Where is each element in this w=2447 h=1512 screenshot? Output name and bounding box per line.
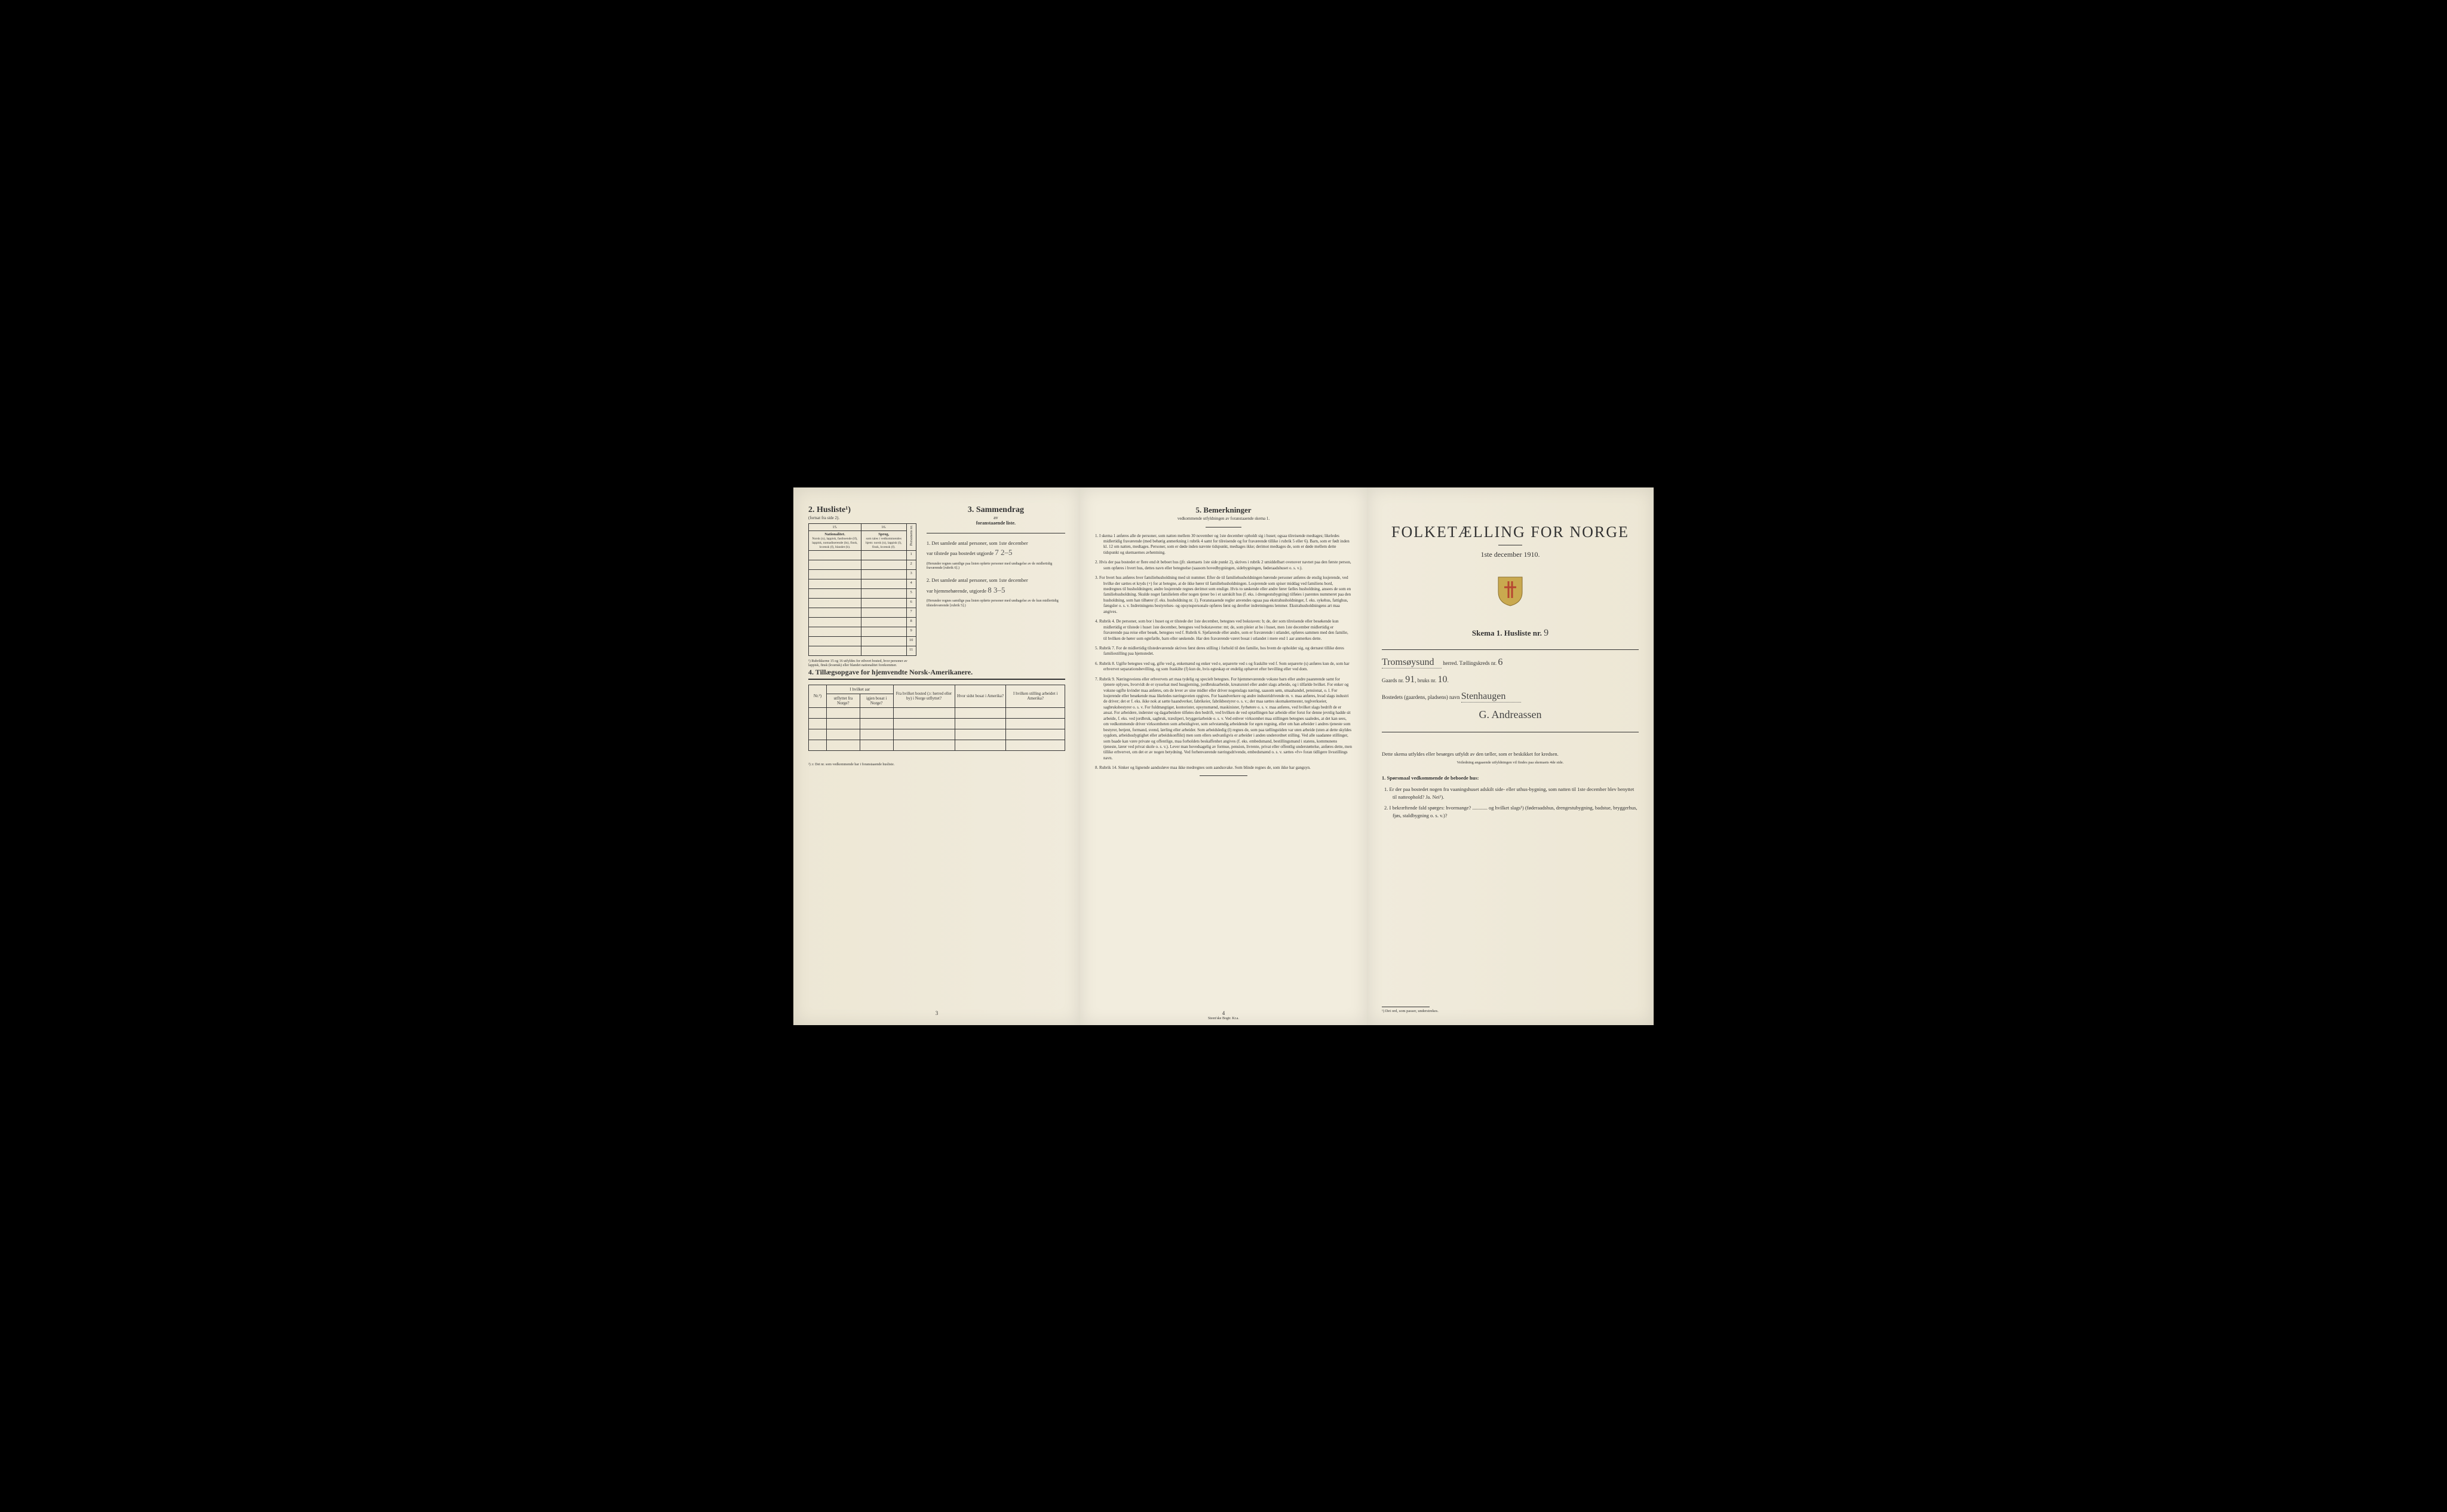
question-1: 1. Er der paa bostedet nogen fra vaaning… bbox=[1393, 786, 1639, 801]
section-2-subtitle: (fortsat fra side 2). bbox=[808, 516, 839, 520]
remark-7: 7. Rubrik 9. Næringsveiens eller erhverv… bbox=[1095, 677, 1352, 762]
section-5-title: 5. Bemerkninger bbox=[1095, 505, 1352, 515]
hjemmehorende-value: 8 3–5 bbox=[988, 585, 1005, 594]
col-aar: I hvilket aar bbox=[827, 685, 894, 694]
bruk-number: 10 bbox=[1438, 674, 1448, 685]
page-3-cover: FOLKETÆLLING FOR NORGE 1ste december 191… bbox=[1367, 487, 1654, 1025]
row-4: 4 bbox=[906, 579, 916, 588]
remarks-list: 1. I skema 1 anføres alle de personer, s… bbox=[1095, 533, 1352, 771]
section-3-title: 3. Sammendrag bbox=[927, 505, 1065, 515]
person-nr-header: Personens nr. bbox=[906, 523, 916, 550]
kreds-number: 6 bbox=[1498, 657, 1502, 667]
census-date: 1ste december 1910. bbox=[1382, 550, 1639, 559]
section-4-tillaeg: 4. Tillægsopgave for hjemvendte Norsk-Am… bbox=[808, 668, 1065, 767]
page-number-4: 4 bbox=[1080, 1010, 1367, 1016]
skema-line: Skema 1. Husliste nr. 9 bbox=[1382, 628, 1639, 639]
coat-of-arms-icon bbox=[1382, 574, 1639, 613]
section-2-footnote: ¹) Rubrikkerne 15 og 16 utfyldes for eth… bbox=[808, 660, 916, 668]
page-3-footnote: ¹) Det ord, som passer, understrekes. bbox=[1382, 1004, 1639, 1013]
row-9: 9 bbox=[906, 627, 916, 636]
summary-item-2: 2. Det samlede antal personer, som 1ste … bbox=[927, 576, 1065, 608]
col-15-header: 15. bbox=[809, 523, 861, 530]
section-4-footnote: ²) ɔ: Det nr. som vedkommende har i fora… bbox=[808, 763, 1065, 767]
sprog-header: Sprog, som tales i vedkommendes hjem: no… bbox=[861, 530, 906, 550]
herred-line: Tromsøysund herred. Tællingskreds nr. 6 bbox=[1382, 657, 1639, 668]
page-2: 5. Bemerkninger vedkommende utfyldningen… bbox=[1080, 487, 1367, 1025]
remark-4: 4. Rubrik 4. De personer, som bor i huse… bbox=[1095, 619, 1352, 642]
col-stilling: I hvilken stilling arbeidet i Amerika? bbox=[1006, 685, 1065, 707]
census-document: 2. Husliste¹) (fortsat fra side 2). 15. … bbox=[793, 487, 1654, 1025]
col-bosted: Fra hvilket bosted (ɔ: herred eller by) … bbox=[893, 685, 955, 707]
row-10: 10 bbox=[906, 636, 916, 646]
row-1: 1 bbox=[906, 550, 916, 560]
remark-3: 3. For hvert hus anføres hver familiehus… bbox=[1095, 575, 1352, 615]
col-sidst: Hvor sidst bosat i Amerika? bbox=[955, 685, 1006, 707]
remark-1: 1. I skema 1 anføres alle de personer, s… bbox=[1095, 533, 1352, 556]
instructions-block: Dette skema utfyldes eller besørges utfy… bbox=[1382, 750, 1639, 820]
signature-line: G. Andreassen bbox=[1382, 709, 1639, 721]
row-11: 11 bbox=[906, 646, 916, 655]
section-2-title: 2. Husliste¹) bbox=[808, 505, 851, 514]
printer-credit: Steen'ske Bogtr. Kr.a. bbox=[1080, 1017, 1367, 1020]
section-4-title: 4. Tillægsopgave for hjemvendte Norsk-Am… bbox=[808, 668, 1065, 680]
section-2-husliste: 2. Husliste¹) (fortsat fra side 2). 15. … bbox=[808, 505, 916, 668]
herred-value: Tromsøysund bbox=[1382, 657, 1442, 668]
question-2: 2. I bekræftende fald spørges: hvormange… bbox=[1393, 804, 1639, 820]
page-1: 2. Husliste¹) (fortsat fra side 2). 15. … bbox=[793, 487, 1080, 1025]
main-title: FOLKETÆLLING FOR NORGE bbox=[1382, 523, 1639, 541]
row-5: 5 bbox=[906, 588, 916, 598]
col-aar-2: igjen bosat i Norge? bbox=[860, 694, 893, 707]
tilstede-value: 7 2–5 bbox=[995, 548, 1012, 557]
nationality-table: 15. 16. Personens nr. Nationalitet. Nors… bbox=[808, 523, 916, 656]
page-number-3: 3 bbox=[793, 1010, 1080, 1016]
instruction-para: Dette skema utfyldes eller besørges utfy… bbox=[1382, 750, 1639, 758]
section-5-subtitle: vedkommende utfyldningen av foranstaaend… bbox=[1095, 516, 1352, 521]
husliste-number: 9 bbox=[1544, 628, 1548, 638]
table-row bbox=[809, 718, 1065, 729]
remark-8: 8. Rubrik 14. Sinker og lignende aandssl… bbox=[1095, 765, 1352, 771]
bosted-line: Bostedets (gaardens, pladsens) navn Sten… bbox=[1382, 691, 1639, 703]
signature: G. Andreassen bbox=[1479, 709, 1542, 720]
section-3-sammendrag: 3. Sammendrag av foranstaaende liste. 1.… bbox=[927, 505, 1065, 614]
section-3-sub2: foranstaaende liste. bbox=[927, 520, 1065, 526]
instruction-sub: Veiledning angaaende utfyldningen vil fi… bbox=[1382, 760, 1639, 766]
section-3-sub1: av bbox=[927, 515, 1065, 520]
nationality-header: Nationalitet. Norsk (n), lappisk, fastbo… bbox=[809, 530, 861, 550]
row-8: 8 bbox=[906, 617, 916, 627]
remark-6: 6. Rubrik 8. Ugifte betegnes ved ug, gif… bbox=[1095, 661, 1352, 673]
question-header: 1. Spørsmaal vedkommende de beboede hus: bbox=[1382, 775, 1479, 781]
row-2: 2 bbox=[906, 560, 916, 569]
col-16-header: 16. bbox=[861, 523, 906, 530]
col-nr: Nr.²) bbox=[809, 685, 827, 707]
remark-2: 2. Hvis der paa bostedet er flere end ét… bbox=[1095, 560, 1352, 571]
table-row bbox=[809, 729, 1065, 740]
gaard-number: 91 bbox=[1405, 674, 1415, 685]
remark-5: 5. Rubrik 7. For de midlertidig tilstede… bbox=[1095, 646, 1352, 657]
gaard-line: Gaards nr. 91, bruks nr. 10. bbox=[1382, 674, 1639, 685]
bosted-value: Stenhaugen bbox=[1461, 691, 1521, 703]
row-7: 7 bbox=[906, 608, 916, 617]
col-aar-1: utflyttet fra Norge? bbox=[827, 694, 860, 707]
amerikanere-table: Nr.²) I hvilket aar Fra hvilket bosted (… bbox=[808, 685, 1065, 751]
summary-item-1: 1. Det samlede antal personer, som 1ste … bbox=[927, 539, 1065, 571]
row-3: 3 bbox=[906, 569, 916, 579]
table-row bbox=[809, 707, 1065, 718]
row-6: 6 bbox=[906, 598, 916, 608]
table-row bbox=[809, 740, 1065, 750]
